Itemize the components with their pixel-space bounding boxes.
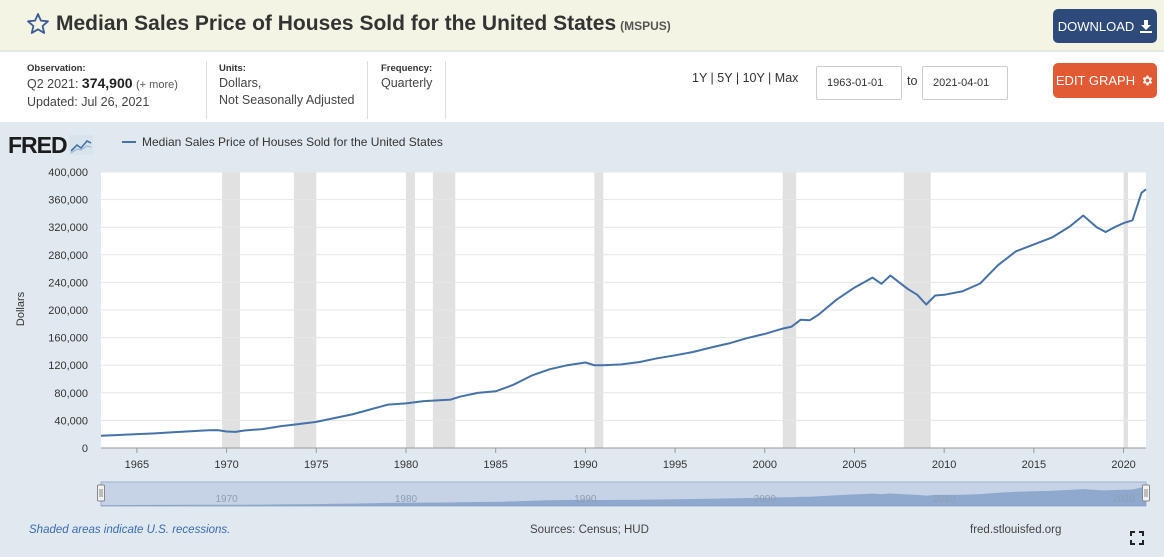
- range-selector: 1Y | 5Y | 10Y | Max: [692, 71, 799, 85]
- navigator-right-handle[interactable]: [1142, 484, 1150, 502]
- divider: [367, 61, 368, 119]
- download-button[interactable]: DOWNLOAD: [1053, 9, 1157, 43]
- units-line-2: Not Seasonally Adjusted: [219, 93, 355, 107]
- observation-block: Observation: Q2 2021: 374,900 (+ more) U…: [27, 63, 178, 111]
- x-tick-label: 2015: [1022, 459, 1046, 471]
- y-tick-label: 0: [82, 443, 88, 455]
- observation-line: Q2 2021: 374,900 (+ more): [27, 75, 178, 94]
- chart-area: FRED Median Sales Price of Houses Sold f…: [0, 122, 1164, 557]
- range-1y[interactable]: 1Y: [692, 71, 708, 85]
- navigator-year-label: 2020: [1112, 494, 1135, 505]
- y-tick-label: 280,000: [48, 250, 88, 262]
- divider: [206, 61, 207, 119]
- x-tick-label: 1995: [663, 459, 687, 471]
- y-axis-label: Dollars: [15, 291, 27, 326]
- y-tick-label: 40,000: [54, 415, 88, 427]
- edit-graph-label: EDIT GRAPH: [1055, 73, 1136, 88]
- navigator-year-label: 1970: [215, 494, 238, 505]
- x-tick-label: 1975: [304, 459, 328, 471]
- x-tick-label: 2010: [932, 459, 956, 471]
- fullscreen-icon[interactable]: [1130, 531, 1144, 545]
- navigator-series-area: [101, 487, 1146, 506]
- series-line: [100, 188, 1147, 437]
- updated-date: Updated: Jul 26, 2021: [27, 95, 150, 109]
- y-tick-label: 240,000: [48, 277, 88, 289]
- range-5y[interactable]: 5Y: [717, 71, 733, 85]
- range-10y[interactable]: 10Y: [742, 71, 765, 85]
- observation-label: Observation:: [27, 63, 86, 74]
- sources-text: Sources: Census; HUD: [530, 524, 649, 536]
- navigator-left-handle[interactable]: [97, 484, 105, 502]
- page-title: Median Sales Price of Houses Sold for th…: [56, 12, 671, 36]
- gear-icon: [1142, 75, 1153, 86]
- x-tick-label: 1980: [394, 459, 418, 471]
- x-tick-label: 1985: [483, 459, 507, 471]
- divider: [445, 61, 446, 119]
- fred-logo-text: FRED: [8, 131, 68, 158]
- download-icon: [1140, 19, 1153, 33]
- series-id: (MSPUS): [620, 19, 671, 33]
- frequency-label: Frequency:: [381, 63, 433, 74]
- range-max[interactable]: Max: [774, 71, 799, 85]
- legend-swatch: [122, 141, 136, 143]
- navigator-year-label: 2010: [933, 494, 956, 505]
- navigator-year-label: 1990: [574, 494, 597, 505]
- y-tick-label: 120,000: [48, 360, 88, 372]
- observation-value: 374,900: [81, 75, 133, 91]
- recession-note: Shaded areas indicate U.S. recessions.: [29, 524, 231, 536]
- y-tick-label: 200,000: [48, 305, 88, 317]
- start-date-input[interactable]: [816, 66, 902, 100]
- y-tick-label: 320,000: [48, 222, 88, 234]
- y-tick-label: 80,000: [54, 388, 88, 400]
- navigator-year-label: 2000: [754, 494, 777, 505]
- units-label: Units:: [219, 63, 246, 74]
- series-metadata-bar: Observation: Q2 2021: 374,900 (+ more) U…: [0, 52, 1164, 122]
- units-line-1: Dollars,: [219, 76, 262, 90]
- to-label: to: [907, 74, 918, 88]
- y-tick-label: 400,000: [48, 167, 88, 179]
- edit-graph-button[interactable]: EDIT GRAPH: [1053, 63, 1157, 98]
- end-date-input[interactable]: [922, 66, 1008, 100]
- series-title: Median Sales Price of Houses Sold for th…: [56, 12, 617, 35]
- more-observations-link[interactable]: (+ more): [136, 79, 178, 91]
- legend-label: Median Sales Price of Houses Sold for th…: [142, 135, 443, 149]
- series-header: Median Sales Price of Houses Sold for th…: [0, 0, 1164, 51]
- y-tick-label: 360,000: [48, 195, 88, 207]
- observation-period: Q2 2021:: [27, 77, 79, 91]
- x-tick-label: 2020: [1111, 459, 1135, 471]
- y-tick-label: 160,000: [48, 333, 88, 345]
- chart-legend: Median Sales Price of Houses Sold for th…: [122, 135, 443, 149]
- star-icon[interactable]: [26, 12, 50, 36]
- download-label: DOWNLOAD: [1057, 18, 1135, 34]
- x-tick-label: 1965: [125, 459, 149, 471]
- chart-logo-icon: [68, 135, 93, 155]
- x-tick-label: 1970: [214, 459, 238, 471]
- frequency-block: Frequency: Quarterly: [381, 63, 432, 92]
- fred-logo: FRED: [8, 130, 93, 160]
- site-link[interactable]: fred.stlouisfed.org: [970, 524, 1062, 536]
- x-tick-label: 2005: [842, 459, 866, 471]
- units-block: Units: Dollars, Not Seasonally Adjusted: [219, 63, 355, 109]
- navigator-year-label: 1980: [395, 494, 418, 505]
- line-chart[interactable]: 0 40,000 80,000 120,000 160,000 200,000 240,00…: [0, 122, 1164, 514]
- x-tick-label: 2000: [753, 459, 777, 471]
- frequency-value: Quarterly: [381, 76, 433, 90]
- x-tick-label: 1990: [573, 459, 597, 471]
